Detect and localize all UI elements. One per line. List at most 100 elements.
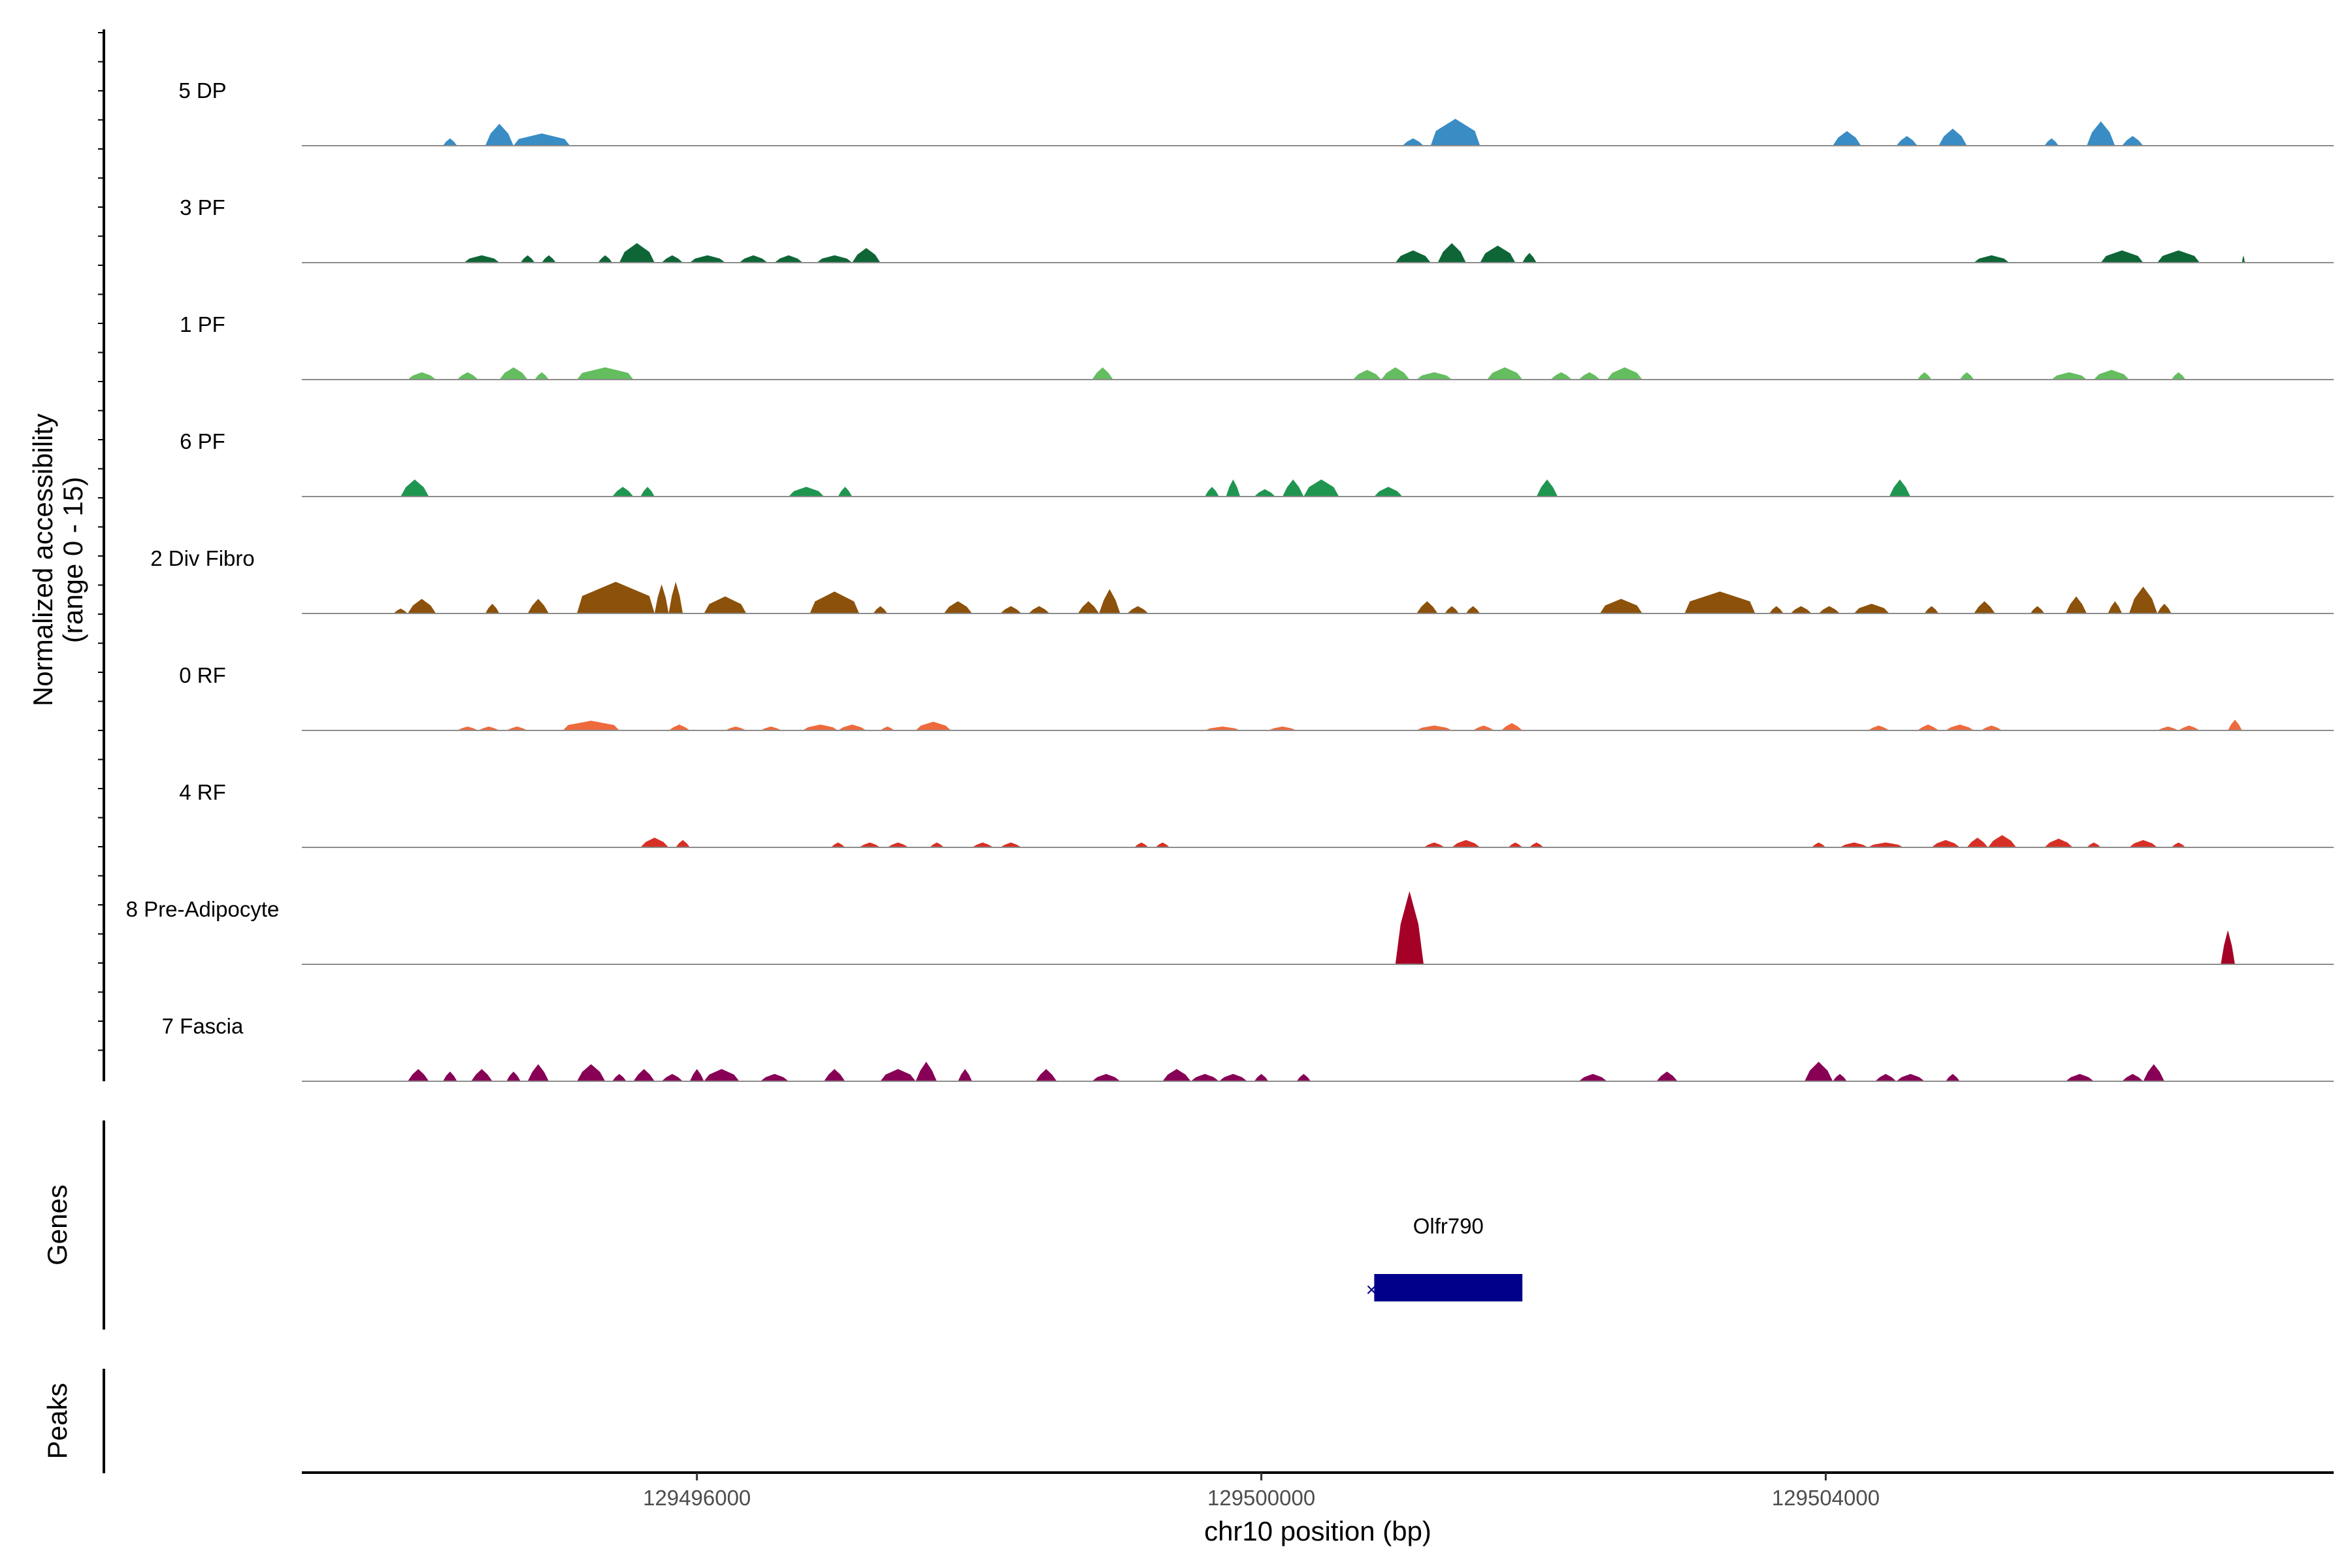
- gene-strand-arrow-icon: ×: [1366, 1279, 1378, 1301]
- coverage-peak: [838, 725, 866, 730]
- coverage-peak: [1529, 842, 1544, 847]
- coverage-peak: [633, 1069, 655, 1081]
- gene-olfr790: × Olfr790: [1366, 1214, 1523, 1301]
- coverage-peak: [612, 1073, 627, 1081]
- coverage-peak: [2100, 250, 2144, 263]
- coverage-peak: [1452, 840, 1480, 847]
- track-label: 3 PF: [180, 195, 225, 220]
- coverage-peak: [1833, 131, 1861, 146]
- y-axis-title: Normalized accessibility (range 0 - 15): [27, 414, 88, 706]
- coverage-peak: [774, 255, 803, 263]
- track-1-pf: 1 PF: [180, 312, 2334, 380]
- coverage-peak: [1946, 1073, 1960, 1081]
- coverage-peak: [542, 255, 556, 263]
- coverage-peak: [880, 727, 895, 730]
- coverage-peak: [2178, 725, 2200, 730]
- coverage-peak: [1430, 118, 1480, 146]
- coverage-peak: [2108, 601, 2122, 613]
- x-axis-ticks: 129496000 129500000 129504000: [643, 1473, 1880, 1510]
- track-label: 6 PF: [180, 429, 225, 453]
- coverage-peak: [1000, 842, 1022, 847]
- coverage-peak: [2129, 840, 2157, 847]
- coverage-peak: [1190, 1073, 1219, 1081]
- coverage-peak: [1416, 601, 1438, 613]
- coverage-peak: [499, 367, 528, 380]
- coverage-peak: [1550, 372, 1572, 380]
- coverage-peak: [1416, 725, 1452, 730]
- coverage-peak: [1790, 606, 1812, 613]
- coverage-peak: [2093, 370, 2129, 380]
- coverage-peak: [704, 596, 747, 613]
- coverage-peak: [1959, 372, 1974, 380]
- coverage-peak: [1099, 589, 1120, 613]
- coverage-peak: [859, 842, 881, 847]
- coverage-peak: [1205, 727, 1241, 730]
- coverage-peak: [1684, 591, 1756, 613]
- track-3-pf: 3 PF: [180, 195, 2334, 263]
- coverage-peak: [612, 487, 634, 497]
- track-label: 8 Pre-Adipocyte: [126, 897, 280, 921]
- coverage-peak: [1811, 842, 1826, 847]
- track-label: 5 DP: [178, 78, 226, 103]
- coverage-peak: [2122, 136, 2144, 146]
- coverage-peak: [2221, 930, 2235, 964]
- coverage-peak: [2157, 727, 2179, 730]
- coverage-peak: [1769, 606, 1784, 613]
- coverage-peak: [2157, 604, 2172, 613]
- coverage-peak: [1875, 1073, 1897, 1081]
- coverage-peak: [824, 1069, 845, 1081]
- coverage-peak: [640, 838, 669, 847]
- coverage-peak: [1282, 479, 1304, 497]
- coverage-peak: [2228, 719, 2242, 730]
- coverage-peak: [1868, 842, 1904, 847]
- coverage-peak: [1854, 604, 1889, 613]
- coverage-peak: [1473, 725, 1494, 730]
- coverage-peak: [1931, 840, 1960, 847]
- coverage-peak: [1818, 606, 1840, 613]
- y-axis-title-line2: (range 0 - 15): [57, 477, 88, 643]
- coverage-peak: [2051, 372, 2087, 380]
- coverage-peak: [689, 255, 725, 263]
- coverage-peak: [1395, 250, 1431, 263]
- coverage-peak: [760, 1073, 789, 1081]
- y-axis-title-line1: Normalized accessibility: [27, 414, 58, 706]
- gene-label: Olfr790: [1413, 1214, 1484, 1238]
- coverage-peak: [1254, 1073, 1269, 1081]
- track-2-div-fibro: 2 Div Fibro: [150, 546, 2334, 614]
- coverage-peak: [2171, 372, 2186, 380]
- coverage-peak: [725, 727, 747, 730]
- coverage-peak: [1917, 372, 1932, 380]
- coverage-peak: [943, 601, 972, 613]
- coverage-peak: [1424, 842, 1445, 847]
- coverage-peak: [1395, 891, 1424, 964]
- coverage-peak: [1303, 479, 1339, 497]
- coverage-peak: [408, 598, 436, 613]
- coverage-peak: [400, 479, 429, 497]
- coverage-peak: [506, 727, 528, 730]
- coverage-peak: [1889, 479, 1911, 497]
- coverage-peak: [654, 584, 669, 613]
- coverage-peak: [457, 372, 478, 380]
- coverage-peak: [1402, 138, 1424, 146]
- coverage-peak: [1416, 372, 1452, 380]
- coverage-peak: [478, 727, 500, 730]
- coverage-peak: [972, 842, 994, 847]
- coverage-peak: [739, 255, 768, 263]
- coverage-peak: [1487, 367, 1523, 380]
- coverage-peak: [880, 1069, 916, 1081]
- track-label: 7 Fascia: [162, 1014, 244, 1038]
- coverage-peak: [704, 1069, 740, 1081]
- track-label: 4 RF: [179, 780, 226, 804]
- coverage-peak: [1656, 1071, 1678, 1081]
- coverage-peak: [1254, 489, 1276, 497]
- coverage-tracks: 5 DP 3 PF 1 PF 6 PF 2 Div Fibro 0 RF 4 RF 8 Pre…: [126, 78, 2334, 1082]
- coverage-peak: [661, 1073, 683, 1081]
- coverage-peak: [1938, 128, 1967, 146]
- coverage-peak: [485, 123, 514, 146]
- x-tick-label: 129504000: [1772, 1486, 1880, 1510]
- coverage-peak: [1981, 725, 2002, 730]
- x-tick-label: 129500000: [1207, 1486, 1315, 1510]
- coverage-peak: [887, 842, 909, 847]
- genes-track-label: Genes: [42, 1184, 73, 1266]
- coverage-peak: [1268, 727, 1297, 730]
